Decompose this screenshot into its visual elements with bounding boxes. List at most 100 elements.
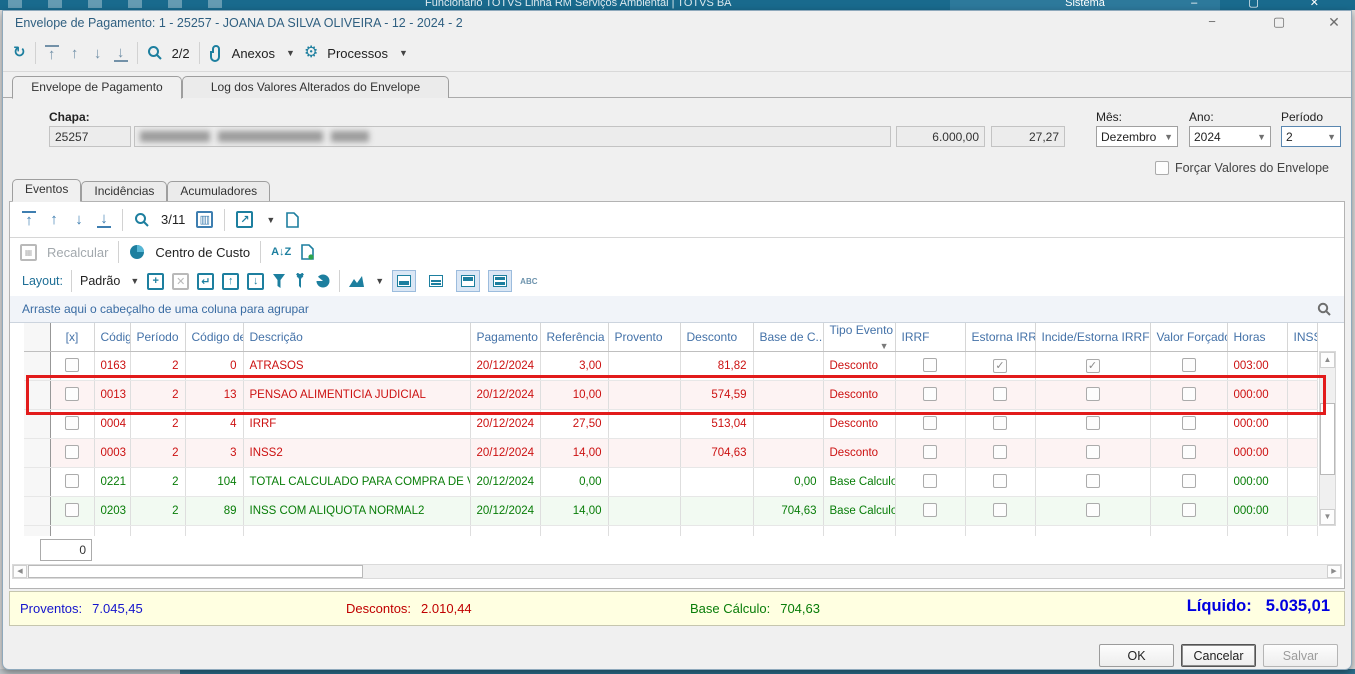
tab-acumuladores[interactable]: Acumuladores [167,181,271,201]
grid-search-icon[interactable] [134,212,150,228]
anexos-dropdown-icon[interactable]: ▼ [286,48,295,58]
forcado-checkbox[interactable] [1181,502,1196,517]
centro-de-custo-button[interactable]: Centro de Custo [155,244,251,260]
row-select-checkbox[interactable] [65,502,79,517]
column-header--x-[interactable]: [x] [50,323,95,352]
vscroll-thumb[interactable] [1320,403,1335,475]
incide-checkbox[interactable] [1085,473,1100,488]
irrf-checkbox[interactable] [923,357,937,372]
filter-icon[interactable] [272,273,286,290]
layout-double-band-toggle[interactable] [488,270,513,292]
tab-log-valores-alterados[interactable]: Log dos Valores Alterados do Envelope [182,76,449,98]
estorna-checkbox[interactable] [993,502,1007,517]
column-header-inss[interactable]: INSS [1287,323,1318,352]
next-record-icon[interactable]: ↓ [93,44,102,62]
move-down-icon[interactable]: ↓ [247,272,265,290]
previous-record-icon[interactable]: ↑ [70,44,79,62]
row-select-checkbox[interactable] [65,415,79,430]
incide-checkbox[interactable] [1085,502,1100,517]
layout-preset-caret-icon[interactable]: ▼ [130,276,140,286]
column-header-base-de-c-[interactable]: Base de C... [753,323,824,352]
periodo-select[interactable]: 2 ▼ [1281,126,1341,147]
irrf-checkbox[interactable] [923,386,937,401]
estorna-checkbox[interactable] [993,444,1007,459]
estorna-checkbox[interactable] [993,415,1007,430]
table-row[interactable]: 0203 2 89 INSS COM ALIQUOTA NORMAL2 20/12/20… [24,496,1318,526]
grid-last-row-icon[interactable]: ↓ [97,211,111,228]
grid-next-row-icon[interactable]: ↓ [75,211,83,228]
processos-dropdown-icon[interactable]: ▼ [399,48,408,58]
layout-top-band-toggle[interactable] [456,270,481,292]
cancel-button[interactable]: Cancelar [1181,644,1256,667]
irrf-checkbox[interactable] [923,415,937,430]
row-select-checkbox[interactable] [65,473,79,488]
group-by-bar[interactable]: Arraste aqui o cabeçalho de uma coluna p… [10,296,1344,323]
column-header-c-digo-de-[interactable]: Código de ... [185,323,244,352]
export-icon[interactable]: ↗ [236,211,254,228]
grid-filter-search-icon[interactable] [1317,302,1332,317]
irrf-checkbox[interactable] [923,473,937,488]
tab-envelope-de-pagamento[interactable]: Envelope de Pagamento [12,76,182,99]
forcado-checkbox[interactable] [1181,386,1196,401]
table-row[interactable]: 0013 2 13 PENSAO ALIMENTICIA JUDICIAL 20/12/… [24,380,1318,410]
filter-icon[interactable]: ▼ [879,341,889,351]
add-row-icon[interactable]: + [147,272,165,290]
column-header-incide-estorna-irrf[interactable]: Incide/Estorna IRRF [1035,323,1151,352]
recalcular-button[interactable]: Recalcular [47,244,109,260]
estorna-checkbox[interactable]: ✓ [993,359,1007,373]
estorna-checkbox[interactable] [993,386,1007,401]
export-dropdown-icon[interactable]: ▼ [266,214,276,225]
column-header-valor-for-ado[interactable]: Valor Forçado [1150,323,1228,352]
salary-field[interactable]: 6.000,00 [896,126,985,147]
forcar-valores-checkbox[interactable]: Forçar Valores do Envelope [1154,161,1329,175]
forcado-checkbox[interactable] [1181,444,1196,459]
abc-icon[interactable]: ABC [520,276,538,286]
undo-row-icon[interactable]: ↵ [197,272,215,290]
mes-select[interactable]: Dezembro ▼ [1096,126,1178,147]
scroll-down-icon[interactable]: ▼ [1320,509,1335,525]
hscroll-thumb[interactable] [28,565,363,578]
grid-previous-row-icon[interactable]: ↑ [50,211,58,228]
column-header-tipo-evento[interactable]: Tipo Evento ▼ [823,323,896,352]
column-header-estorna-irrf[interactable]: Estorna IRRF [965,323,1036,352]
column-header-pagamento[interactable]: Pagamento [470,323,541,352]
column-header-refer-ncia[interactable]: Referência [540,323,609,352]
column-header-c-digo[interactable]: Código [94,323,131,352]
grid-first-row-icon[interactable]: ↑ [22,211,36,228]
document-check-icon[interactable] [301,244,315,260]
ano-select[interactable]: 2024 ▼ [1189,126,1271,147]
column-header-descri-o[interactable]: Descrição [243,323,471,352]
incide-checkbox[interactable] [1085,415,1100,430]
pie-icon[interactable] [314,273,331,289]
first-record-icon[interactable]: ↑ [44,44,59,62]
table-row[interactable]: 0163 2 0 ATRASOS 20/12/2024 3,00 81,82 Desconto… [24,351,1318,381]
close-button[interactable]: ✕ [1328,14,1340,30]
anexos-button[interactable]: Anexos [231,45,276,61]
ok-button[interactable]: OK [1099,644,1174,667]
row-select-checkbox[interactable] [65,444,79,459]
tab-incidencias[interactable]: Incidências [81,181,168,201]
grid-header-row[interactable]: [x]CódigoPeríodoCódigo de ...DescriçãoPa… [24,323,1318,352]
employee-name-field[interactable] [134,126,891,147]
processos-button[interactable]: Processos [327,45,388,61]
report-document-icon[interactable] [286,211,300,228]
incide-checkbox[interactable] [1085,386,1100,401]
last-record-icon[interactable]: ↓ [113,45,128,62]
column-header-horas[interactable]: Horas [1227,323,1288,352]
refresh-icon[interactable]: ↻ [13,44,26,61]
forcado-checkbox[interactable] [1181,415,1196,430]
rate-field[interactable]: 27,27 [991,126,1065,147]
scroll-right-icon[interactable]: ▶ [1327,565,1341,578]
search-icon[interactable] [147,45,163,61]
column-header-irrf[interactable]: IRRF [895,323,966,352]
move-up-icon[interactable]: ↑ [222,272,240,290]
layout-bottom-band-toggle[interactable] [392,270,417,292]
grid-vertical-scrollbar[interactable]: ▲ ▼ [1319,351,1336,526]
chart-dropdown-icon[interactable]: ▼ [375,276,385,286]
row-select-checkbox[interactable] [65,357,79,372]
columns-icon[interactable]: ▥ [196,211,214,228]
forcado-checkbox[interactable] [1181,473,1196,488]
row-select-checkbox[interactable] [65,386,79,401]
column-header-per-odo[interactable]: Período [130,323,186,352]
sort-az-icon[interactable]: A↓Z [271,246,292,258]
